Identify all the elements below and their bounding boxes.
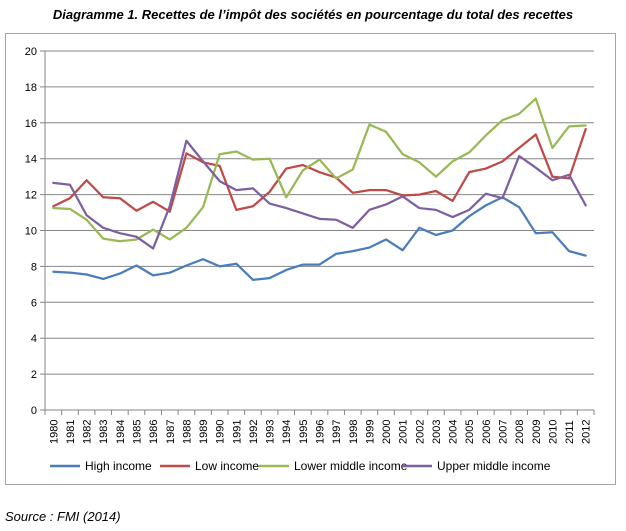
y-tick-label: 14: [25, 154, 37, 166]
y-tick-label: 12: [25, 190, 37, 202]
x-tick-label: 2011: [564, 420, 576, 444]
x-tick-label: 1980: [48, 420, 60, 444]
x-tick-label: 1996: [315, 420, 327, 444]
y-axis-ticks: 0 2 4 6 8 10 12 14 16 18 20: [25, 46, 45, 417]
x-tick-label: 1985: [132, 420, 144, 444]
x-tick-label: 1997: [331, 420, 343, 444]
y-tick-label: 2: [31, 369, 37, 381]
series-line-upper-middle-income: [52, 139, 587, 250]
x-tick-label: 1992: [248, 420, 260, 444]
y-tick-label: 20: [25, 46, 37, 58]
x-tick-label: 2004: [448, 420, 460, 444]
x-tick-label: 2005: [464, 420, 476, 444]
x-tick-label: 2009: [531, 420, 543, 444]
x-tick-label: 1981: [65, 420, 77, 444]
y-tick-label: 0: [31, 405, 37, 417]
x-tick-label: 2000: [381, 420, 393, 444]
x-tick-label: 1983: [98, 420, 110, 444]
legend-label: High income: [85, 459, 152, 473]
x-tick-label: 1989: [198, 420, 210, 444]
x-tick-label: 1984: [115, 420, 127, 444]
chart-title: Diagramme 1. Recettes de l’impôt des soc…: [52, 7, 574, 22]
y-tick-label: 16: [25, 118, 37, 130]
series-lines: [52, 97, 587, 281]
x-tick-label: 1999: [364, 420, 376, 444]
x-tick-label: 1988: [181, 420, 193, 444]
x-tick-label: 1998: [348, 420, 360, 444]
legend-label: Low income: [195, 459, 259, 473]
legend-label: Upper middle income: [437, 459, 551, 473]
x-tick-label: 1991: [231, 420, 243, 444]
chart-frame: [5, 33, 616, 485]
x-tick-label: 2001: [398, 420, 410, 444]
x-tick-label: 2010: [547, 420, 559, 444]
x-tick-label: 2007: [498, 420, 510, 444]
legend: High income Low income Lower middle income…: [50, 459, 551, 473]
x-tick-label: 2008: [514, 420, 526, 444]
gridlines: [44, 50, 594, 411]
x-axis-ticks: 1980 1981 1982 1983 1984 1985 1986 1987 1988 1989…: [44, 410, 595, 444]
x-tick-label: 1994: [281, 420, 293, 444]
x-tick-label: 1986: [148, 420, 160, 444]
y-tick-label: 4: [31, 333, 37, 345]
x-tick-label: 1993: [265, 420, 277, 444]
y-tick-label: 6: [31, 297, 37, 309]
y-tick-label: 10: [25, 226, 37, 238]
source-note: Source : FMI (2014): [5, 509, 121, 524]
y-tick-label: 8: [31, 261, 37, 273]
x-tick-label: 1982: [82, 420, 94, 444]
x-tick-label: 1995: [298, 420, 310, 444]
y-tick-label: 18: [25, 82, 37, 94]
x-tick-label: 2002: [414, 420, 426, 444]
legend-label: Lower middle income: [294, 459, 408, 473]
series-line-high-income: [52, 196, 587, 281]
x-tick-label: 2003: [431, 420, 443, 444]
x-tick-label: 2006: [481, 420, 493, 444]
x-tick-label: 2012: [581, 420, 593, 444]
series-line-lower-middle-income: [52, 97, 587, 243]
x-tick-label: 1990: [215, 420, 227, 444]
series-line-low-income: [52, 127, 587, 213]
x-tick-label: 1987: [165, 420, 177, 444]
